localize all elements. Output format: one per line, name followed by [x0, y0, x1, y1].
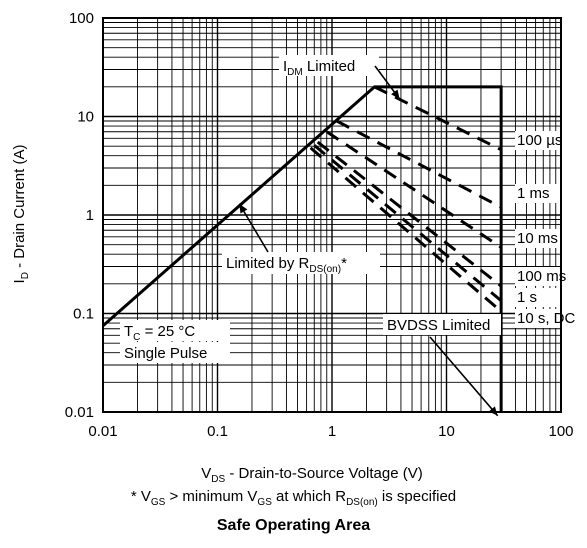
series-label-bg — [515, 131, 585, 150]
series-label-3: 100 ms — [517, 268, 566, 285]
chart-title: Safe Operating Area — [216, 517, 371, 534]
annotations: IDM Limited Limited by RDS(on)* BVDSS Limi… — [120, 55, 501, 417]
x-tick-label: 0.01 — [88, 423, 117, 440]
series-label-4: 1 s — [517, 289, 537, 306]
series-line-2 — [325, 130, 502, 249]
x-axis-label: VDS - Drain-to-Source Voltage (V) — [201, 465, 423, 485]
soa-boundary — [102, 85, 503, 412]
annotation-cond2: Single Pulse — [124, 345, 207, 362]
series-line-0 — [373, 85, 502, 152]
idm-arrow-head — [391, 89, 400, 100]
annotation-bg — [383, 314, 501, 335]
y-tick-label: 1 — [86, 207, 94, 224]
annotation-bg — [279, 55, 379, 76]
series-label-0: 100 µs — [517, 132, 562, 149]
y-tick-label: 0.1 — [73, 306, 94, 323]
series-label-bg — [515, 229, 585, 248]
bvdss-arrow-line — [429, 336, 499, 417]
x-tick-label: 0.1 — [207, 423, 228, 440]
series-label-bg — [515, 267, 585, 286]
x-tick-label: 100 — [548, 423, 573, 440]
y-axis-label: ID - Drain Current (A) — [11, 145, 31, 284]
annotation-bvdss: BVDSS Limited — [387, 317, 490, 334]
grid — [103, 18, 561, 412]
series-line-1 — [336, 119, 502, 209]
series-label-bg — [515, 184, 585, 203]
series-label-bg — [515, 309, 585, 328]
annotation-bg — [120, 320, 230, 341]
series-line-4 — [313, 144, 503, 302]
y-tick-label: 0.01 — [65, 404, 94, 421]
series-label-2: 10 ms — [517, 230, 558, 247]
series-lines: 100 µs 1 ms 10 ms 100 ms 1 s 10 s, DC — [309, 85, 585, 328]
soa-boundary-line — [102, 85, 503, 412]
x-tick-label: 10 — [438, 423, 455, 440]
y-tick-label: 100 — [69, 10, 94, 27]
footnote: * VGS > minimum VGS at which RDS(on) is … — [130, 488, 457, 508]
series-line-3 — [316, 140, 503, 288]
annotation-bg — [120, 342, 230, 363]
rds-arrow-line — [238, 203, 269, 253]
annotation-bg — [222, 252, 380, 274]
annotation-idm: IDM Limited — [283, 58, 355, 78]
series-label-1: 1 ms — [517, 185, 550, 202]
tick-labels: 0.01 0.1 1 10 100 100 10 1 0.1 0.01 — [65, 10, 574, 440]
plot-frame — [102, 17, 562, 413]
bvdss-arrow-head — [488, 406, 498, 416]
annotation-cond1: TC = 25 °C — [124, 323, 195, 343]
x-tick-label: 1 — [328, 423, 336, 440]
series-label-5: 10 s, DC — [517, 310, 576, 327]
series-line-5 — [309, 146, 503, 313]
annotation-rds: Limited by RDS(on)* — [226, 255, 347, 275]
y-tick-label: 10 — [77, 109, 94, 126]
series-label-bg — [515, 288, 585, 307]
rds-arrow-head — [239, 203, 248, 214]
